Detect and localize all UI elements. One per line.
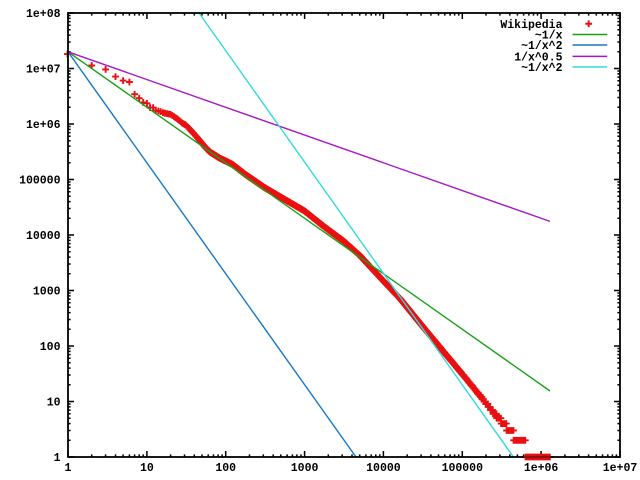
- svg-text:1e+06: 1e+06: [524, 462, 559, 475]
- svg-text:1000: 1000: [291, 462, 319, 475]
- svg-text:1e+08: 1e+08: [26, 8, 61, 21]
- svg-text:~1/x: ~1/x: [535, 30, 563, 43]
- svg-text:10000: 10000: [366, 462, 401, 475]
- svg-text:100: 100: [215, 462, 236, 475]
- svg-text:10000: 10000: [26, 230, 61, 243]
- svg-text:10: 10: [140, 462, 154, 475]
- svg-text:10: 10: [47, 397, 61, 410]
- svg-text:~1/x^2: ~1/x^2: [521, 62, 563, 75]
- svg-text:100000: 100000: [442, 462, 484, 475]
- svg-text:1e+06: 1e+06: [26, 119, 61, 132]
- svg-text:100000: 100000: [19, 175, 61, 188]
- svg-text:1e+07: 1e+07: [26, 64, 61, 77]
- svg-text:1: 1: [54, 452, 61, 465]
- svg-text:~1/x^2: ~1/x^2: [521, 40, 563, 53]
- svg-text:1e+07: 1e+07: [603, 462, 638, 475]
- svg-text:1000: 1000: [33, 286, 61, 299]
- svg-text:Wikipedia: Wikipedia: [500, 19, 562, 32]
- svg-text:1: 1: [65, 462, 72, 475]
- svg-text:1/x^0.5: 1/x^0.5: [514, 51, 562, 64]
- svg-text:100: 100: [40, 341, 61, 354]
